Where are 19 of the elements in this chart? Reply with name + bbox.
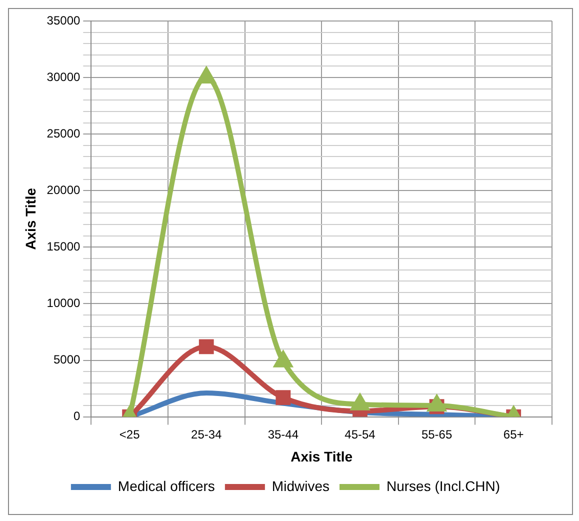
y-tick-label: 30000	[46, 70, 80, 84]
x-tick-label: 25-34	[191, 427, 222, 442]
x-axis-title: Axis Title	[290, 448, 353, 464]
y-tick-label: 10000	[46, 296, 80, 310]
legend-label: Nurses (Incl.CHN)	[386, 478, 500, 494]
y-tick-label: 20000	[46, 182, 80, 197]
x-tick-label: 65+	[503, 427, 524, 442]
legend-label: Midwives	[272, 478, 330, 494]
x-tick-label: <25	[119, 427, 140, 442]
x-tick-label: 35-44	[268, 427, 299, 442]
legend-label: Medical officers	[118, 478, 215, 494]
x-tick-label: 55-65	[421, 427, 452, 442]
x-tick-label: 45-54	[344, 427, 376, 442]
y-tick-label: 15000	[46, 239, 80, 254]
y-tick-label: 0	[73, 409, 80, 424]
y-axis-title: Axis Title	[22, 188, 38, 250]
y-tick-label: 5000	[53, 352, 80, 367]
y-tick-label: 25000	[46, 126, 80, 140]
y-tick-label: 35000	[46, 13, 80, 28]
